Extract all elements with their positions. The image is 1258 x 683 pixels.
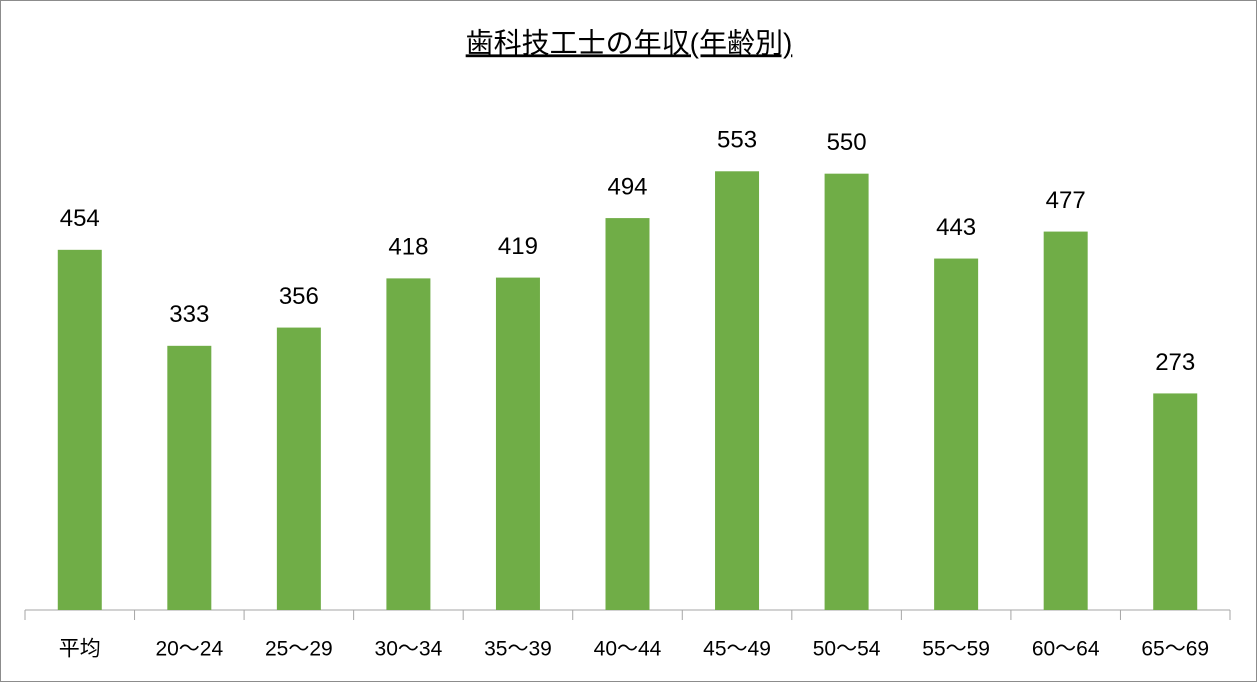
data-label: 443 bbox=[936, 214, 976, 241]
x-tick-label: 60～64 bbox=[1032, 638, 1100, 661]
bar bbox=[1153, 393, 1198, 610]
data-label: 553 bbox=[717, 127, 757, 154]
data-label: 273 bbox=[1155, 349, 1195, 376]
x-tick-label: 45～49 bbox=[703, 638, 771, 661]
data-label: 454 bbox=[60, 205, 100, 232]
x-tick-label: 30～34 bbox=[375, 638, 443, 661]
data-label: 333 bbox=[169, 301, 209, 328]
x-tick-label: 平均 bbox=[59, 638, 101, 661]
data-label: 494 bbox=[607, 173, 647, 200]
bar bbox=[824, 173, 869, 610]
bar bbox=[276, 327, 321, 610]
data-label: 418 bbox=[388, 234, 428, 261]
data-label: 419 bbox=[498, 233, 538, 260]
bar bbox=[386, 278, 431, 610]
bar bbox=[57, 249, 102, 610]
bar bbox=[605, 218, 650, 611]
x-tick-label: 35～39 bbox=[484, 638, 552, 661]
bar bbox=[495, 277, 540, 610]
x-tick-label: 20～24 bbox=[155, 638, 223, 661]
data-label: 356 bbox=[279, 283, 319, 310]
bar bbox=[715, 171, 760, 610]
x-tick-label: 25～29 bbox=[265, 638, 333, 661]
chart-title: 歯科技工士の年収(年齢別) bbox=[466, 27, 793, 58]
x-tick-label: 50～54 bbox=[813, 638, 881, 661]
x-tick-label: 40～44 bbox=[594, 638, 662, 661]
x-tick-label: 65～69 bbox=[1141, 638, 1209, 661]
bar bbox=[1043, 231, 1088, 610]
data-label: 550 bbox=[827, 129, 867, 156]
bar bbox=[167, 345, 212, 610]
data-label: 477 bbox=[1046, 187, 1086, 214]
x-tick-label: 55～59 bbox=[922, 638, 990, 661]
bar bbox=[934, 258, 979, 610]
